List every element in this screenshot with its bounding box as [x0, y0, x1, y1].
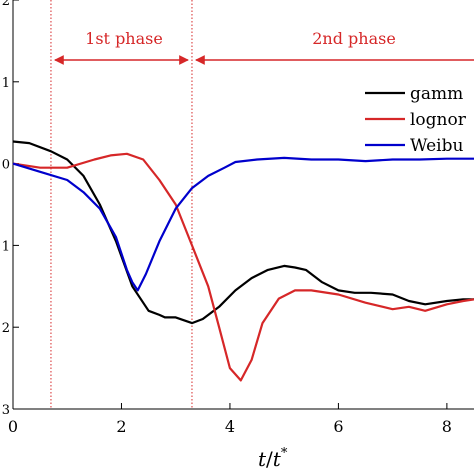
series-line-gamm	[12, 140, 474, 325]
y-tick-label: 2	[2, 0, 10, 9]
y-tick-label: 1	[2, 239, 10, 254]
x-axis-label-base: t	[258, 447, 267, 471]
x-axis-label: t/t*	[258, 446, 288, 471]
x-tick-label: 2	[116, 417, 126, 436]
y-tick-label: 2	[2, 321, 10, 336]
plot-axes: 0 2 4 6 8 3 2 1 0 1 2	[2, 0, 474, 436]
series-lines	[12, 140, 474, 382]
legend-label-gamm: gamm	[410, 84, 463, 104]
series-line-lognor	[12, 152, 474, 382]
y-tick-label: 3	[2, 403, 10, 418]
x-axis-label-star: *	[281, 446, 288, 461]
phase1-label: 1st phase	[85, 29, 163, 48]
series-line-weibu	[12, 156, 474, 292]
x-tick-label: 6	[333, 417, 343, 436]
x-axis-label-slash: /	[266, 447, 273, 471]
y-tick-label: 1	[2, 76, 10, 91]
x-tick-label: 8	[442, 417, 452, 436]
y-tick-label: 0	[2, 158, 10, 173]
phase2-label: 2nd phase	[312, 29, 396, 48]
legend-label-weibu: Weibu	[410, 136, 463, 156]
x-axis-label-denominator: t	[273, 447, 282, 471]
legend-label-lognor: lognor	[410, 110, 467, 130]
legend: gamm lognor Weibu	[365, 84, 467, 156]
phase-markers	[50, 0, 474, 409]
x-tick-label: 4	[225, 417, 235, 436]
x-tick-label: 0	[8, 417, 18, 436]
